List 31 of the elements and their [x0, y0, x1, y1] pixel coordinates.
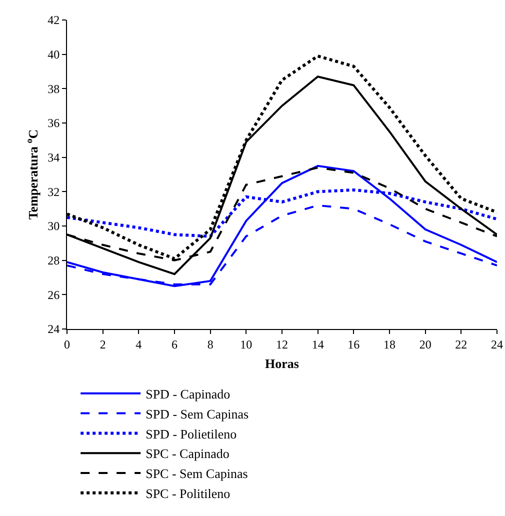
legend-label: SPD - Polietileno — [146, 426, 237, 442]
x-tick-label: 0 — [64, 337, 70, 352]
x-tick-label: 20 — [419, 337, 432, 352]
y-tick-label: 26 — [48, 288, 60, 302]
x-axis-title: Horas — [265, 356, 299, 371]
y-tick-label: 38 — [48, 82, 60, 96]
x-tick-label: 16 — [348, 337, 360, 352]
x-tick-label: 10 — [240, 337, 252, 352]
legend-label: SPC - Capinado — [146, 446, 230, 462]
y-tick-label: 28 — [48, 254, 60, 268]
x-tick-label: 18 — [384, 337, 396, 352]
y-tick-label: 36 — [48, 116, 60, 130]
y-tick-label: 24 — [48, 322, 60, 336]
y-tick-label: 34 — [48, 150, 60, 165]
x-tick-label: 8 — [207, 337, 214, 352]
x-tick-label: 6 — [172, 337, 178, 352]
x-tick-label: 2 — [100, 337, 106, 352]
y-tick-label: 30 — [48, 219, 60, 234]
x-tick-label: 4 — [136, 337, 142, 352]
line-series — [67, 164, 497, 288]
legend-label: SPD - Capinado — [146, 386, 230, 402]
y-tick-label: 32 — [48, 184, 60, 199]
x-tick-label: 22 — [455, 337, 468, 352]
x-tick-label: 14 — [312, 337, 324, 352]
y-tick-label: 40 — [48, 48, 60, 62]
legend-label: SPC - Politileno — [146, 486, 230, 501]
y-tick-label: 42 — [48, 13, 60, 28]
x-tick-label: 12 — [276, 337, 288, 352]
legend-label: SPD - Sem Capinas — [146, 406, 249, 422]
legend-label: SPC - Sem Capinas — [146, 466, 248, 482]
x-tick-label: 24 — [491, 337, 503, 352]
